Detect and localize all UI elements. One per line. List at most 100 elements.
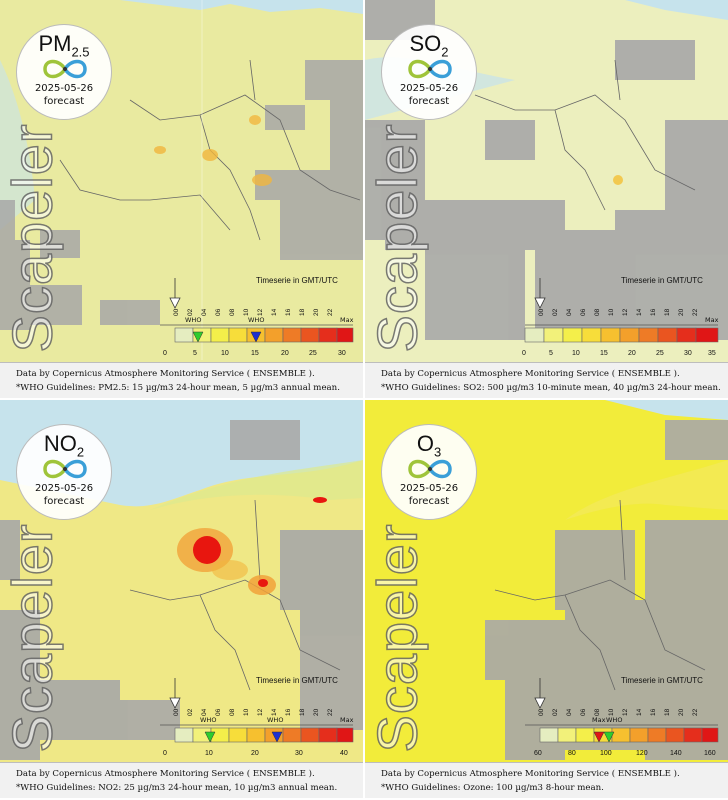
panel-o3: Scapeler O3 2025-05-26 forecast Timeseri… bbox=[365, 400, 728, 798]
who-marker-icon bbox=[271, 731, 283, 743]
attribution-caption: Data by Copernicus Atmosphere Monitoring… bbox=[0, 762, 363, 798]
svg-text:20: 20 bbox=[281, 350, 289, 357]
panel-no2: Scapeler NO2 2025-05-26 forecast Timeser… bbox=[0, 400, 363, 798]
pollutant-title: PM2.5 bbox=[38, 31, 90, 60]
max-label: Max bbox=[340, 716, 354, 724]
pollutant-title: NO2 bbox=[43, 431, 85, 460]
infinity-logo-icon bbox=[408, 59, 452, 79]
svg-text:22: 22 bbox=[692, 708, 699, 716]
svg-text:0: 0 bbox=[163, 350, 167, 357]
svg-text:00: 00 bbox=[173, 708, 180, 716]
who-guideline-line: *WHO Guidelines: Ozone: 100 µg/m3 8-hour… bbox=[381, 783, 604, 793]
svg-text:18: 18 bbox=[299, 708, 306, 716]
who-marker-icon bbox=[603, 731, 615, 743]
who-marker-icon bbox=[192, 331, 204, 343]
svg-text:14: 14 bbox=[271, 308, 278, 316]
forecast-date: 2025-05-26 bbox=[399, 483, 459, 494]
current-hour-marker-icon bbox=[534, 697, 546, 709]
svg-text:14: 14 bbox=[636, 308, 643, 316]
who-label: WHO bbox=[200, 716, 216, 724]
current-hour-marker-icon bbox=[534, 297, 546, 309]
svg-text:02: 02 bbox=[187, 308, 194, 316]
svg-text:12: 12 bbox=[622, 708, 629, 716]
timeserie-legend: 00 02 04 06 08 10 12 14 16 18 20 22 WHO … bbox=[160, 278, 354, 357]
attribution-caption: Data by Copernicus Atmosphere Monitoring… bbox=[365, 762, 728, 798]
attribution-line: Data by Copernicus Atmosphere Monitoring… bbox=[16, 769, 315, 779]
svg-text:20: 20 bbox=[628, 350, 636, 357]
svg-text:25: 25 bbox=[656, 350, 664, 357]
svg-text:22: 22 bbox=[692, 308, 699, 316]
svg-text:10: 10 bbox=[572, 350, 580, 357]
svg-text:10: 10 bbox=[205, 750, 213, 757]
svg-text:00: 00 bbox=[538, 308, 545, 316]
pollutant-badge: O3 2025-05-26 forecast bbox=[381, 424, 477, 520]
svg-text:100: 100 bbox=[600, 750, 612, 757]
svg-text:30: 30 bbox=[338, 350, 346, 357]
forecast-date: 2025-05-26 bbox=[34, 83, 94, 94]
svg-text:08: 08 bbox=[229, 308, 236, 316]
watermark-scapeler: Scapeler bbox=[0, 523, 64, 754]
who-label: WHO bbox=[606, 716, 622, 724]
svg-text:0: 0 bbox=[522, 350, 526, 357]
svg-text:25: 25 bbox=[309, 350, 317, 357]
forecast-label: forecast bbox=[43, 496, 85, 507]
attribution-caption: Data by Copernicus Atmosphere Monitoring… bbox=[365, 362, 728, 398]
who-label: WHO bbox=[267, 716, 283, 724]
who-guideline-line: *WHO Guidelines: NO2: 25 µg/m3 24-hour m… bbox=[16, 783, 338, 793]
timeserie-label: Timeserie in GMT/UTC bbox=[256, 276, 338, 285]
pollutant-badge: PM2.5 2025-05-26 forecast bbox=[16, 24, 112, 120]
svg-text:08: 08 bbox=[229, 708, 236, 716]
svg-text:06: 06 bbox=[215, 308, 222, 316]
forecast-date: 2025-05-26 bbox=[34, 483, 94, 494]
svg-text:15: 15 bbox=[251, 350, 259, 357]
svg-text:160: 160 bbox=[704, 750, 716, 757]
who-label: WHO bbox=[185, 316, 201, 324]
max-label: Max bbox=[340, 316, 354, 324]
hour-ticks: 00 02 04 06 08 10 12 14 16 18 20 22 bbox=[173, 708, 334, 716]
watermark-scapeler: Scapeler bbox=[0, 123, 64, 354]
svg-text:12: 12 bbox=[622, 308, 629, 316]
pollutant-badge: NO2 2025-05-26 forecast bbox=[16, 424, 112, 520]
pollutant-badge: SO2 2025-05-26 forecast bbox=[381, 24, 477, 120]
panel-pm25: Scapeler PM2.5 2025-05-26 forecast Times… bbox=[0, 0, 363, 398]
svg-text:06: 06 bbox=[215, 708, 222, 716]
svg-text:40: 40 bbox=[340, 750, 348, 757]
watermark-scapeler: Scapeler bbox=[365, 523, 429, 754]
svg-text:10: 10 bbox=[608, 708, 615, 716]
svg-text:20: 20 bbox=[678, 708, 685, 716]
max-label: Max bbox=[592, 716, 606, 724]
svg-text:10: 10 bbox=[243, 708, 250, 716]
max-label: Max bbox=[705, 316, 719, 324]
attribution-caption: Data by Copernicus Atmosphere Monitoring… bbox=[0, 362, 363, 398]
scale-ticks: 0 5 10 15 20 25 30 bbox=[163, 350, 346, 357]
svg-text:12: 12 bbox=[257, 708, 264, 716]
svg-text:20: 20 bbox=[678, 308, 685, 316]
pollutant-title: O3 bbox=[416, 431, 442, 460]
forecast-label: forecast bbox=[43, 96, 85, 107]
timeserie-label: Timeserie in GMT/UTC bbox=[256, 676, 338, 685]
attribution-line: Data by Copernicus Atmosphere Monitoring… bbox=[381, 369, 680, 379]
svg-text:15: 15 bbox=[600, 350, 608, 357]
timeserie-legend: 00 02 04 06 08 10 12 14 16 18 20 22 Max bbox=[522, 278, 719, 357]
svg-text:04: 04 bbox=[201, 308, 208, 316]
svg-text:06: 06 bbox=[580, 308, 587, 316]
svg-text:18: 18 bbox=[664, 708, 671, 716]
svg-text:120: 120 bbox=[636, 750, 648, 757]
svg-text:18: 18 bbox=[299, 308, 306, 316]
svg-text:0: 0 bbox=[163, 750, 167, 757]
infinity-logo-icon bbox=[43, 459, 87, 479]
svg-text:04: 04 bbox=[566, 708, 573, 716]
timeserie-label: Timeserie in GMT/UTC bbox=[621, 676, 703, 685]
svg-text:140: 140 bbox=[670, 750, 682, 757]
watermark-scapeler: Scapeler bbox=[365, 123, 429, 354]
svg-text:02: 02 bbox=[552, 708, 559, 716]
who-label: WHO bbox=[248, 316, 264, 324]
infinity-logo-icon bbox=[408, 459, 452, 479]
svg-text:5: 5 bbox=[549, 350, 553, 357]
svg-text:02: 02 bbox=[187, 708, 194, 716]
timeserie-label: Timeserie in GMT/UTC bbox=[621, 276, 703, 285]
hour-ticks: 00 02 04 06 08 10 12 14 16 18 20 22 bbox=[173, 308, 334, 316]
svg-text:16: 16 bbox=[285, 308, 292, 316]
who-marker-icon bbox=[204, 731, 216, 743]
attribution-line: Data by Copernicus Atmosphere Monitoring… bbox=[381, 769, 680, 779]
